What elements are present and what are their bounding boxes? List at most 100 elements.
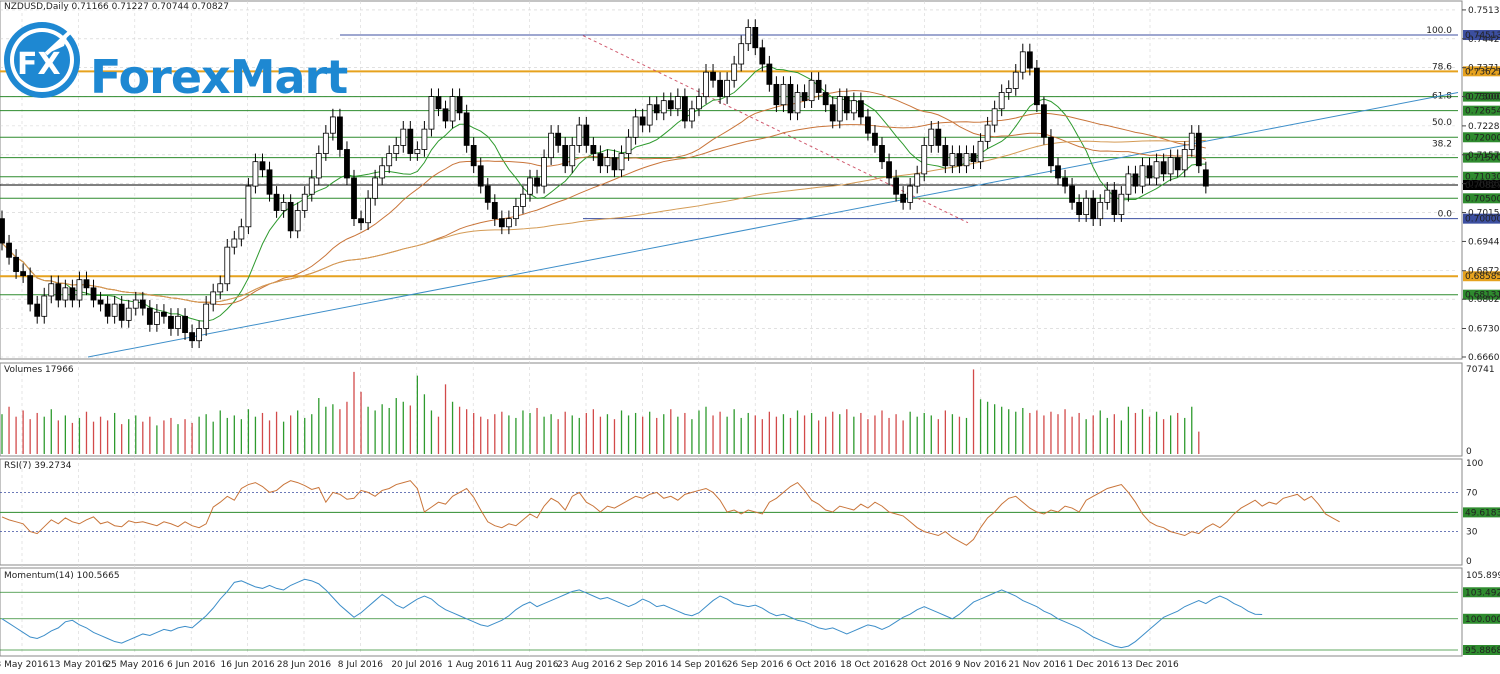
candle-body (780, 83, 787, 106)
candle-body (13, 256, 19, 272)
price-level-label: 0.68585 (1465, 272, 1500, 282)
candle-body (963, 153, 970, 167)
candle-body (1202, 169, 1209, 187)
rsi-tick-label: 0 (1466, 557, 1472, 567)
candle-body (428, 96, 435, 130)
date-tick-label: 25 May 2016 (105, 660, 164, 670)
candle-body (351, 177, 357, 220)
candle-body (1069, 185, 1075, 203)
momentum-panel-frame (0, 567, 1463, 657)
candle-body (358, 218, 364, 224)
rsi-value-tag (1463, 507, 1500, 518)
volume-panel-frame (0, 362, 1463, 457)
candle-body (562, 145, 569, 167)
price-level-label: 0.70000 (1465, 215, 1500, 225)
candle-body (365, 197, 371, 224)
candle-body (189, 332, 195, 342)
candle-body (836, 96, 843, 122)
candle-body (20, 271, 27, 277)
candle-body (34, 303, 41, 317)
fibonacci-anchor-line (582, 35, 969, 224)
candle-body (379, 165, 386, 179)
candle-body (484, 185, 491, 203)
candle-body (681, 96, 688, 122)
moving-average-line (1, 65, 1206, 322)
momentum-value-tag (1463, 613, 1500, 624)
candle-body (949, 153, 956, 167)
momentum-tick-label: 95.8868 (1465, 646, 1500, 656)
candle-body (139, 299, 146, 309)
candle-body (393, 145, 400, 154)
candle-body (344, 149, 350, 179)
candle-body (161, 311, 167, 317)
candle-body (935, 128, 942, 146)
candle-body (125, 307, 132, 321)
rsi-panel-label: RSI(7) 39.2734 (4, 461, 72, 471)
candle-body (872, 132, 878, 146)
candle-body (625, 136, 632, 154)
price-level-label: 0.73000 (1465, 93, 1500, 103)
price-level-label: 0.72654 (1465, 107, 1500, 117)
candle-body (153, 311, 160, 325)
candle-body (55, 283, 62, 301)
date-tick-label: 1 Dec 2016 (1068, 660, 1120, 670)
candle-body (1055, 165, 1061, 179)
price-level-tag (1463, 171, 1500, 182)
candle-body (435, 96, 442, 110)
candle-body (48, 283, 55, 297)
momentum-tick-label: 103.4924 (1465, 588, 1500, 598)
candle-body (182, 315, 188, 333)
price-level-tag (1463, 105, 1500, 116)
candle-body (83, 279, 90, 289)
candle-body (196, 328, 203, 342)
candle-body (1174, 157, 1181, 171)
candle-body (555, 132, 562, 146)
momentum-panel-label: Momentum(14) 100.5665 (4, 571, 120, 581)
candle-body (696, 96, 702, 110)
candle-body (738, 43, 745, 65)
candle-body (118, 303, 125, 321)
candle-body (27, 275, 34, 305)
candle-body (76, 279, 83, 301)
candle-body (1167, 157, 1174, 175)
price-level-tag (1463, 193, 1500, 204)
candle-body (604, 157, 611, 167)
candle-body (667, 100, 674, 110)
candle-body (294, 210, 301, 232)
logo-monogram: FX (17, 47, 61, 82)
candle-body (527, 177, 533, 195)
date-tick-label: 18 Oct 2016 (840, 660, 896, 670)
volume-tick-label: 70741 (1466, 365, 1495, 375)
candle-body (1033, 67, 1040, 106)
candle-body (731, 63, 738, 81)
candle-body (548, 132, 555, 159)
candle-body (632, 116, 639, 138)
price-level-label: 0.72000 (1465, 133, 1500, 143)
fibonacci-level-label: 100.0 (1426, 26, 1452, 36)
price-level-tag (1463, 180, 1500, 191)
candle-body (879, 145, 885, 163)
candle-body (0, 218, 5, 244)
candle-body (308, 177, 315, 195)
candle-body (505, 218, 512, 228)
candle-body (611, 157, 618, 171)
candle-body (1019, 51, 1026, 73)
candle-body (104, 303, 111, 317)
candle-body (442, 108, 449, 122)
price-level-label: 0.70500 (1465, 194, 1500, 204)
price-level-label: 0.68131 (1465, 291, 1500, 301)
price-level-tag (1463, 289, 1500, 300)
candle-body (1188, 132, 1195, 150)
candle-body (1076, 201, 1083, 215)
candle-body (498, 218, 505, 228)
moving-average-line (1, 139, 1206, 303)
candle-body (287, 201, 294, 232)
candle-body (301, 193, 308, 211)
date-tick-label: 28 Oct 2016 (897, 660, 953, 670)
candle-body (477, 165, 484, 187)
forexmart-logo: FX ForexMart (2, 20, 348, 104)
candle-body (210, 291, 217, 305)
price-level-tag (1463, 271, 1500, 282)
